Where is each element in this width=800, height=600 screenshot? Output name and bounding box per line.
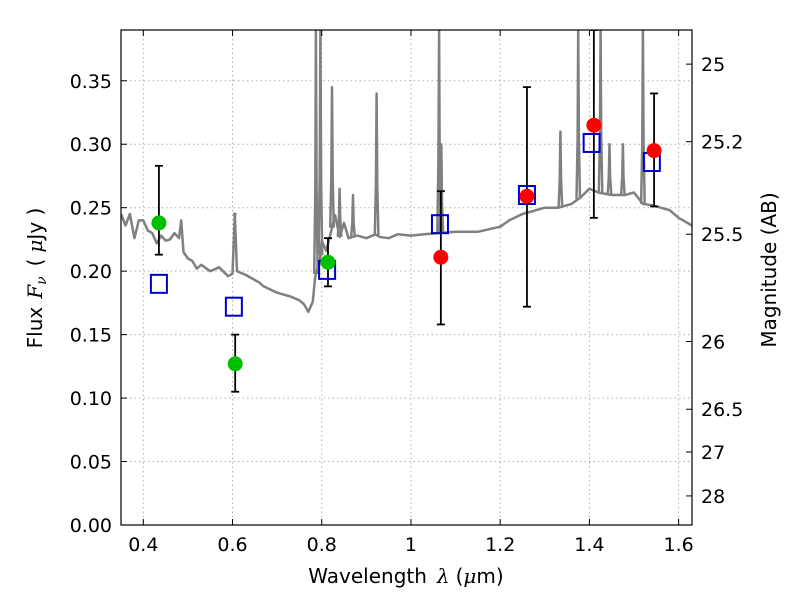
x-axis-label-unit-open: ( — [456, 564, 464, 588]
mag-tick-label: 25.2 — [701, 132, 743, 154]
model-emission-line — [312, 30, 319, 274]
model-photometry-square — [582, 132, 601, 153]
y-tick-label: 0.20 — [70, 261, 112, 283]
x-tick-label: 0.8 — [307, 534, 337, 556]
x-tick-label: 1.4 — [574, 534, 604, 556]
red-photometry-point — [433, 249, 449, 265]
axis-tick-labels: 0.4 0.6 0.8 1 1.2 1.4 1.6 0.00 0.05 0.10 0.15 0.20 0… — [70, 54, 744, 556]
mag-tick-label: 28 — [701, 486, 725, 508]
model-emission-line — [336, 187, 343, 237]
mag-tick-label: 26.5 — [701, 399, 743, 421]
x-tick-label: 0.6 — [217, 534, 247, 556]
y-tick-label: 0.35 — [70, 71, 112, 93]
mag-tick-label: 25.5 — [701, 224, 743, 246]
model-emission-line — [373, 92, 380, 236]
model-photometry-square — [517, 185, 536, 205]
x-axis-label-unit-mu: μ — [463, 564, 476, 588]
y-axis-label: Flux Fν ( μJy ) — [23, 208, 50, 349]
y-tick-label: 0.30 — [70, 134, 112, 156]
grid-lines — [121, 30, 692, 526]
mag-tick-label: 27 — [701, 442, 725, 464]
model-emission-line — [619, 142, 626, 196]
model-emission-line — [557, 130, 564, 208]
x-axis-label-unit-rest: m) — [476, 564, 503, 588]
model-photometry-square — [224, 296, 243, 317]
model-emission-line — [349, 193, 357, 238]
green-photometry-point — [227, 356, 243, 372]
plot-area — [121, 30, 692, 393]
y-axis-label-unit-rest: Jy ) — [23, 208, 47, 242]
x-axis-label: Wavelength λ (μm) — [308, 564, 503, 588]
x-tick-label: 1.6 — [664, 534, 694, 556]
model-emission-line — [328, 85, 336, 228]
y-axis-label-prefix: Flux — [23, 307, 47, 349]
photometry-markers — [149, 117, 662, 372]
y-tick-label: 0.10 — [70, 388, 112, 410]
model-photometry-square — [149, 273, 168, 294]
y-tick-label: 0.00 — [70, 515, 112, 537]
plot-frame — [120, 29, 693, 526]
y-tick-label: 0.25 — [70, 198, 112, 220]
mag-tick-label: 25 — [701, 54, 725, 76]
y-axis-label-unit-mu: μ — [23, 240, 47, 253]
y-tick-label: 0.15 — [70, 325, 112, 347]
model-emission-line — [575, 30, 582, 200]
y-tick-label: 0.05 — [70, 452, 112, 474]
x-axis-label-symbol: λ — [436, 564, 450, 588]
model-emission-line — [317, 30, 324, 256]
red-photometry-point — [586, 117, 602, 133]
red-photometry-point — [646, 143, 662, 159]
x-axis-label-prefix: Wavelength — [308, 564, 427, 588]
green-photometry-point — [151, 215, 167, 231]
model-emission-line — [597, 30, 604, 193]
red-photometry-point — [519, 188, 535, 204]
y-axis-label-symbol: F — [23, 284, 47, 300]
x-tick-label: 1 — [405, 534, 417, 556]
model-spectrum — [121, 30, 692, 314]
x-tick-label: 1.2 — [485, 534, 515, 556]
model-photometry-square — [430, 214, 449, 235]
mag-tick-label: 26 — [701, 332, 725, 354]
green-photometry-point — [320, 254, 336, 270]
y-axis-label-subscript: ν — [34, 276, 50, 285]
y2-axis-label: Magnitude (AB) — [757, 192, 781, 347]
axis-ticks — [121, 30, 692, 526]
x-tick-label: 0.4 — [128, 534, 158, 556]
y-axis-label-unit-open: ( — [23, 259, 47, 267]
model-emission-line — [606, 142, 613, 195]
